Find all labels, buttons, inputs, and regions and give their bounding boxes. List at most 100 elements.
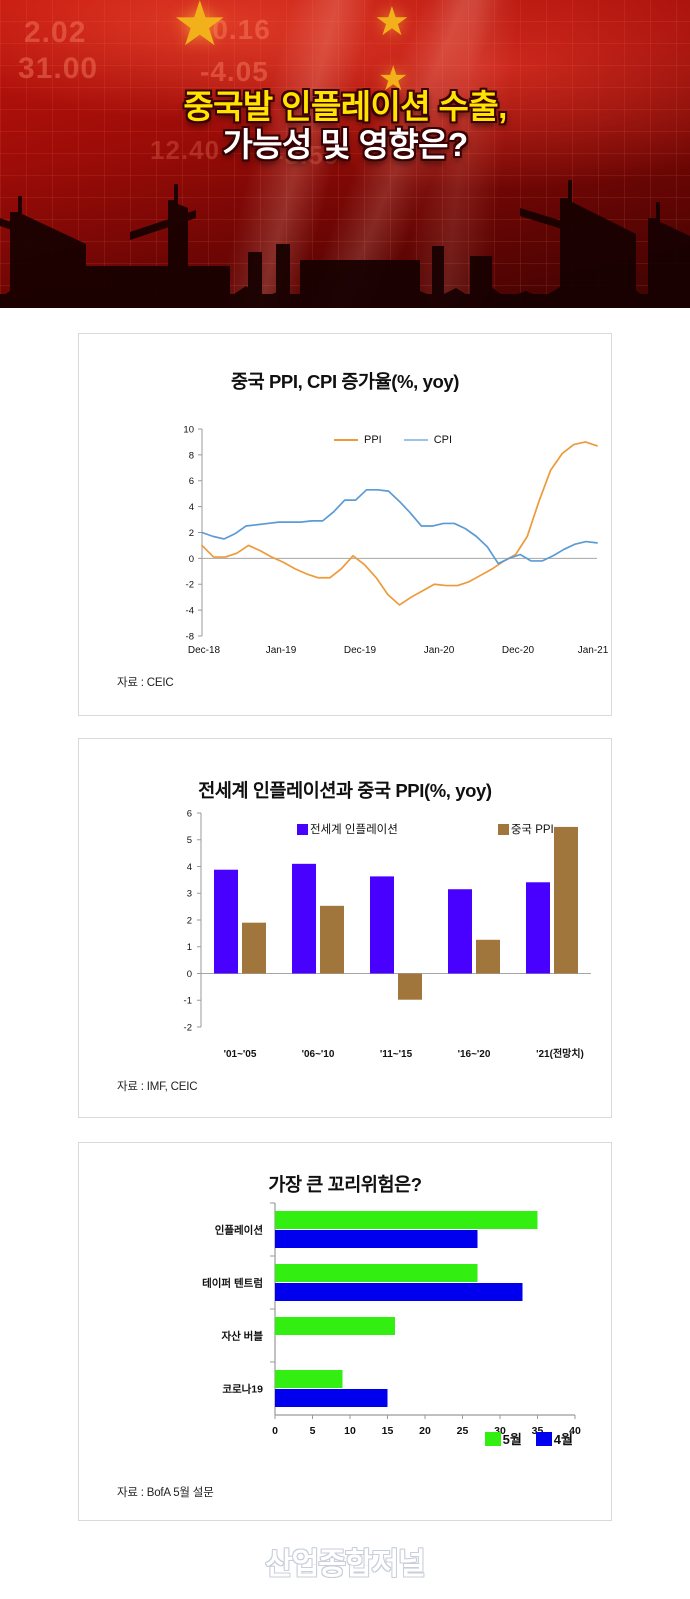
category-label: 자산 버블	[221, 1330, 263, 1343]
china-flag-star-icon: ★	[378, 60, 409, 98]
bar-중국 PPI	[476, 939, 500, 974]
y-tick-label: 0	[189, 554, 194, 565]
chart-card-tail-risk: 가장 큰 꼬리위험은? 5월 4월 0 5 10 15 20 25 30 35 40 인플레이션테…	[78, 1142, 612, 1521]
chart-card-global-inflation-china-ppi: 전세계 인플레이션과 중국 PPI(%, yoy) 전세계 인플레이션 중국 P…	[78, 738, 612, 1118]
x-tick-label: 30	[494, 1425, 506, 1437]
hbar-5월	[275, 1370, 343, 1388]
chart-legend: PPI CPI	[334, 434, 452, 446]
x-tick-label: Dec-18	[188, 645, 221, 656]
y-tick-label: 3	[187, 889, 192, 900]
chart-source: 자료 : BofA 5월 설문	[117, 1487, 214, 1499]
bar-전세계 인플레이션	[292, 863, 316, 974]
legend-item-may: 5월	[484, 1429, 522, 1448]
ticker-value-1: 2.02	[24, 16, 87, 49]
x-tick-label: 5	[310, 1425, 316, 1437]
x-tick-label: 40	[569, 1425, 581, 1437]
y-tick-label: 5	[187, 835, 192, 846]
bar-전세계 인플레이션	[370, 876, 394, 974]
chart-title: 전세계 인플레이션과 중국 PPI(%, yoy)	[198, 780, 492, 801]
line-chart-svg: 10 8 6 4 2 0 -2 -4 -8 Dec-18 Jan-19 Dec-19 Jan-20 Dec…	[183, 424, 608, 656]
ticker-value-5: 12.40	[150, 135, 221, 165]
y-tick-label: 0	[187, 969, 192, 980]
ticker-value-3: -0.16	[202, 14, 271, 45]
x-tick-label: 20	[419, 1425, 431, 1437]
legend-label-global-inflation: 전세계 인플레이션	[310, 824, 398, 836]
bar-chart-svg: 6 5 4 3 2 1 0 -1 -2 '01~'05 '06~'10 '11~'15 '16~'20 '…	[184, 808, 591, 1060]
hbar-4월	[275, 1283, 523, 1301]
x-tick-label: Dec-19	[344, 645, 377, 656]
line-chart-plot: PPI CPI 10 8 6 4 2 0 -2 -4 -8 Dec-18 Jan-19 Dec-19 J…	[79, 334, 613, 717]
hbar-5월	[275, 1211, 538, 1229]
x-tick-label: '16~'20	[458, 1049, 491, 1060]
y-tick-label: 6	[187, 808, 192, 819]
bar-전세계 인플레이션	[448, 889, 472, 974]
legend-item-april: 4월	[535, 1429, 573, 1448]
bar-전세계 인플레이션	[214, 869, 238, 974]
legend-item-china-ppi: 중국 PPI	[497, 821, 554, 837]
hbar-5월	[275, 1264, 478, 1282]
x-tick-label: Jan-20	[424, 645, 455, 656]
legend-swatch-may	[484, 1431, 501, 1446]
x-tick-label: 0	[272, 1425, 278, 1437]
category-label: 테이퍼 텐트럼	[202, 1277, 263, 1290]
x-tick-label: 10	[344, 1425, 356, 1437]
x-tick-label: '06~'10	[302, 1049, 335, 1060]
hero-banner: 2.02 31.00 -0.16 -4.05 12.40 -3.50 ★ ★ ★	[0, 0, 690, 308]
legend-swatch-china-ppi	[497, 823, 509, 835]
category-label: 코로나19	[222, 1383, 263, 1396]
y-tick-label: -8	[186, 631, 194, 642]
legend-item-global-inflation: 전세계 인플레이션	[297, 821, 398, 837]
chart-legend: 전세계 인플레이션 중국 PPI	[297, 821, 554, 837]
china-flag-star-icon: ★	[172, 0, 228, 59]
y-tick-label: -4	[186, 606, 194, 617]
line-series-ppi	[201, 441, 598, 606]
y-tick-label: 1	[187, 942, 192, 953]
hbar-4월	[275, 1389, 388, 1407]
y-tick-label: -2	[186, 580, 194, 591]
x-tick-label: Jan-19	[266, 645, 297, 656]
legend-swatch-april	[535, 1431, 552, 1446]
y-tick-label: 4	[187, 862, 192, 873]
x-tick-label: 25	[457, 1425, 469, 1437]
category-label: 인플레이션	[215, 1224, 263, 1237]
ticker-value-6: -3.50	[275, 140, 340, 170]
bar-중국 PPI	[320, 905, 344, 974]
legend-line-swatch-ppi	[334, 439, 358, 441]
chart-source: 자료 : CEIC	[117, 677, 174, 689]
x-tick-label: 15	[382, 1425, 394, 1437]
y-tick-label: 2	[189, 528, 194, 539]
y-tick-label: 10	[183, 424, 194, 435]
line-series-cpi	[201, 488, 598, 565]
y-tick-label: 6	[189, 476, 194, 487]
bar-중국 PPI	[242, 922, 266, 974]
legend-label-cpi: CPI	[433, 434, 453, 446]
hero-title-line-2: 가능성 및 영향은?	[222, 126, 468, 164]
x-tick-label: '11~'15	[380, 1049, 413, 1060]
legend-line-swatch-cpi	[403, 439, 428, 441]
legend-label-april: 4월	[553, 1432, 573, 1447]
hero-title: 중국발 인플레이션 수출, 가능성 및 영향은?	[0, 88, 690, 165]
legend-item-ppi: PPI	[334, 434, 382, 446]
x-tick-label: '21(전망치)	[536, 1047, 584, 1060]
chart-title: 중국 PPI, CPI 증가율(%, yoy)	[230, 371, 460, 392]
ticker-value-2: 31.00	[18, 52, 99, 85]
hbar-5월	[275, 1317, 395, 1335]
bar-전세계 인플레이션	[526, 882, 550, 974]
y-tick-label: -2	[184, 1022, 192, 1033]
y-tick-label: 2	[187, 915, 192, 926]
china-flag-star-icon: ★	[374, 0, 410, 44]
y-tick-label: -1	[184, 996, 192, 1007]
x-tick-label: '01~'05	[224, 1049, 257, 1060]
bar-chart-plot: 전세계 인플레이션 중국 PPI 6 5 4 3 2 1 0 -1 -2 '01~'05 '06~'…	[79, 739, 613, 1119]
legend-label-china-ppi: 중국 PPI	[510, 824, 554, 836]
legend-item-cpi: CPI	[403, 434, 453, 446]
legend-label-ppi: PPI	[364, 434, 382, 446]
chart-card-ppi-cpi: 중국 PPI, CPI 증가율(%, yoy) PPI CPI 10 8 6 4 2 0 -…	[78, 333, 612, 716]
ticker-value-4: -4.05	[200, 56, 269, 87]
bar-중국 PPI	[398, 973, 422, 1000]
legend-swatch-global-inflation	[297, 823, 308, 835]
hbar-4월	[275, 1230, 478, 1248]
